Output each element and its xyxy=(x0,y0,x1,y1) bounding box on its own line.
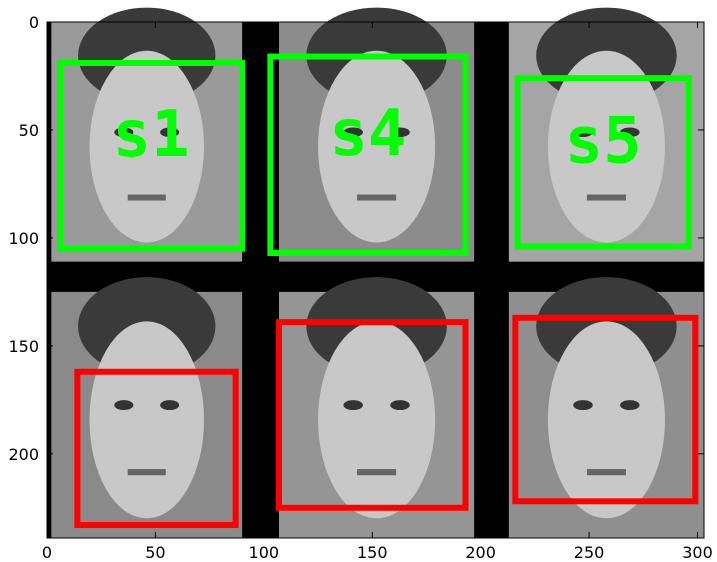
eye-shape xyxy=(343,400,363,411)
face-tile xyxy=(279,277,475,538)
mouth-shape xyxy=(357,469,397,476)
detection-rectangle xyxy=(74,368,239,529)
mouth-shape xyxy=(586,469,626,476)
y-tick-label: 0 xyxy=(29,13,39,32)
y-tick-label: 100 xyxy=(8,229,39,248)
eye-shape xyxy=(573,400,593,411)
detection-box: s1 xyxy=(57,60,246,252)
y-tick-label: 200 xyxy=(8,445,39,464)
face-tile xyxy=(508,277,704,538)
eye-shape xyxy=(573,127,593,138)
detection-box xyxy=(276,319,469,511)
face-shape xyxy=(547,50,665,243)
mouth-shape xyxy=(357,194,397,201)
detection-rectangle xyxy=(276,319,469,511)
y-tick-label: 150 xyxy=(8,337,39,356)
x-tick-label: 300 xyxy=(682,543,713,562)
eye-shape xyxy=(620,127,640,138)
eye-shape xyxy=(390,127,410,138)
detection-box xyxy=(74,368,239,529)
mouth-shape xyxy=(127,469,166,476)
eye-shape xyxy=(390,400,410,411)
y-tick-label: 50 xyxy=(19,121,39,140)
detection-label: s4 xyxy=(329,97,406,171)
face-shape xyxy=(547,321,665,519)
x-tick-label: 100 xyxy=(249,543,280,562)
mouth-shape xyxy=(586,194,626,201)
detection-label: s1 xyxy=(113,98,190,172)
x-tick-label: 0 xyxy=(42,543,52,562)
detection-box: s4 xyxy=(267,53,469,257)
eye-shape xyxy=(343,127,363,138)
detection-box xyxy=(512,314,699,505)
x-tick-label: 250 xyxy=(574,543,605,562)
face-shape xyxy=(318,50,436,243)
y-axis: 0 50 100 150 200 xyxy=(8,13,704,464)
eye-shape xyxy=(620,400,640,411)
eye-shape xyxy=(160,400,180,411)
detection-box: s5 xyxy=(514,75,692,250)
image-plot-area: s1 s4 s5 xyxy=(46,7,705,539)
detection-rectangle xyxy=(57,60,246,252)
detection-label: s5 xyxy=(565,104,642,178)
x-tick-label: 150 xyxy=(357,543,388,562)
face-shape xyxy=(89,50,204,243)
face-tile xyxy=(508,7,704,262)
detection-rectangle xyxy=(512,314,699,505)
x-axis: 0 50 100 150 200 250 300 xyxy=(42,22,713,562)
eye-shape xyxy=(160,127,180,138)
eye-shape xyxy=(114,400,134,411)
mouth-shape xyxy=(127,194,166,201)
face-shape xyxy=(89,321,204,519)
x-tick-label: 200 xyxy=(465,543,496,562)
x-tick-label: 50 xyxy=(145,543,165,562)
detection-rectangle xyxy=(267,53,469,257)
detection-boxes: s1 s4 s5 xyxy=(57,53,699,529)
axes-frame xyxy=(46,21,705,539)
face-tile xyxy=(279,7,475,262)
face-shape xyxy=(318,321,436,519)
eye-shape xyxy=(114,127,134,138)
detection-rectangle xyxy=(514,75,692,250)
